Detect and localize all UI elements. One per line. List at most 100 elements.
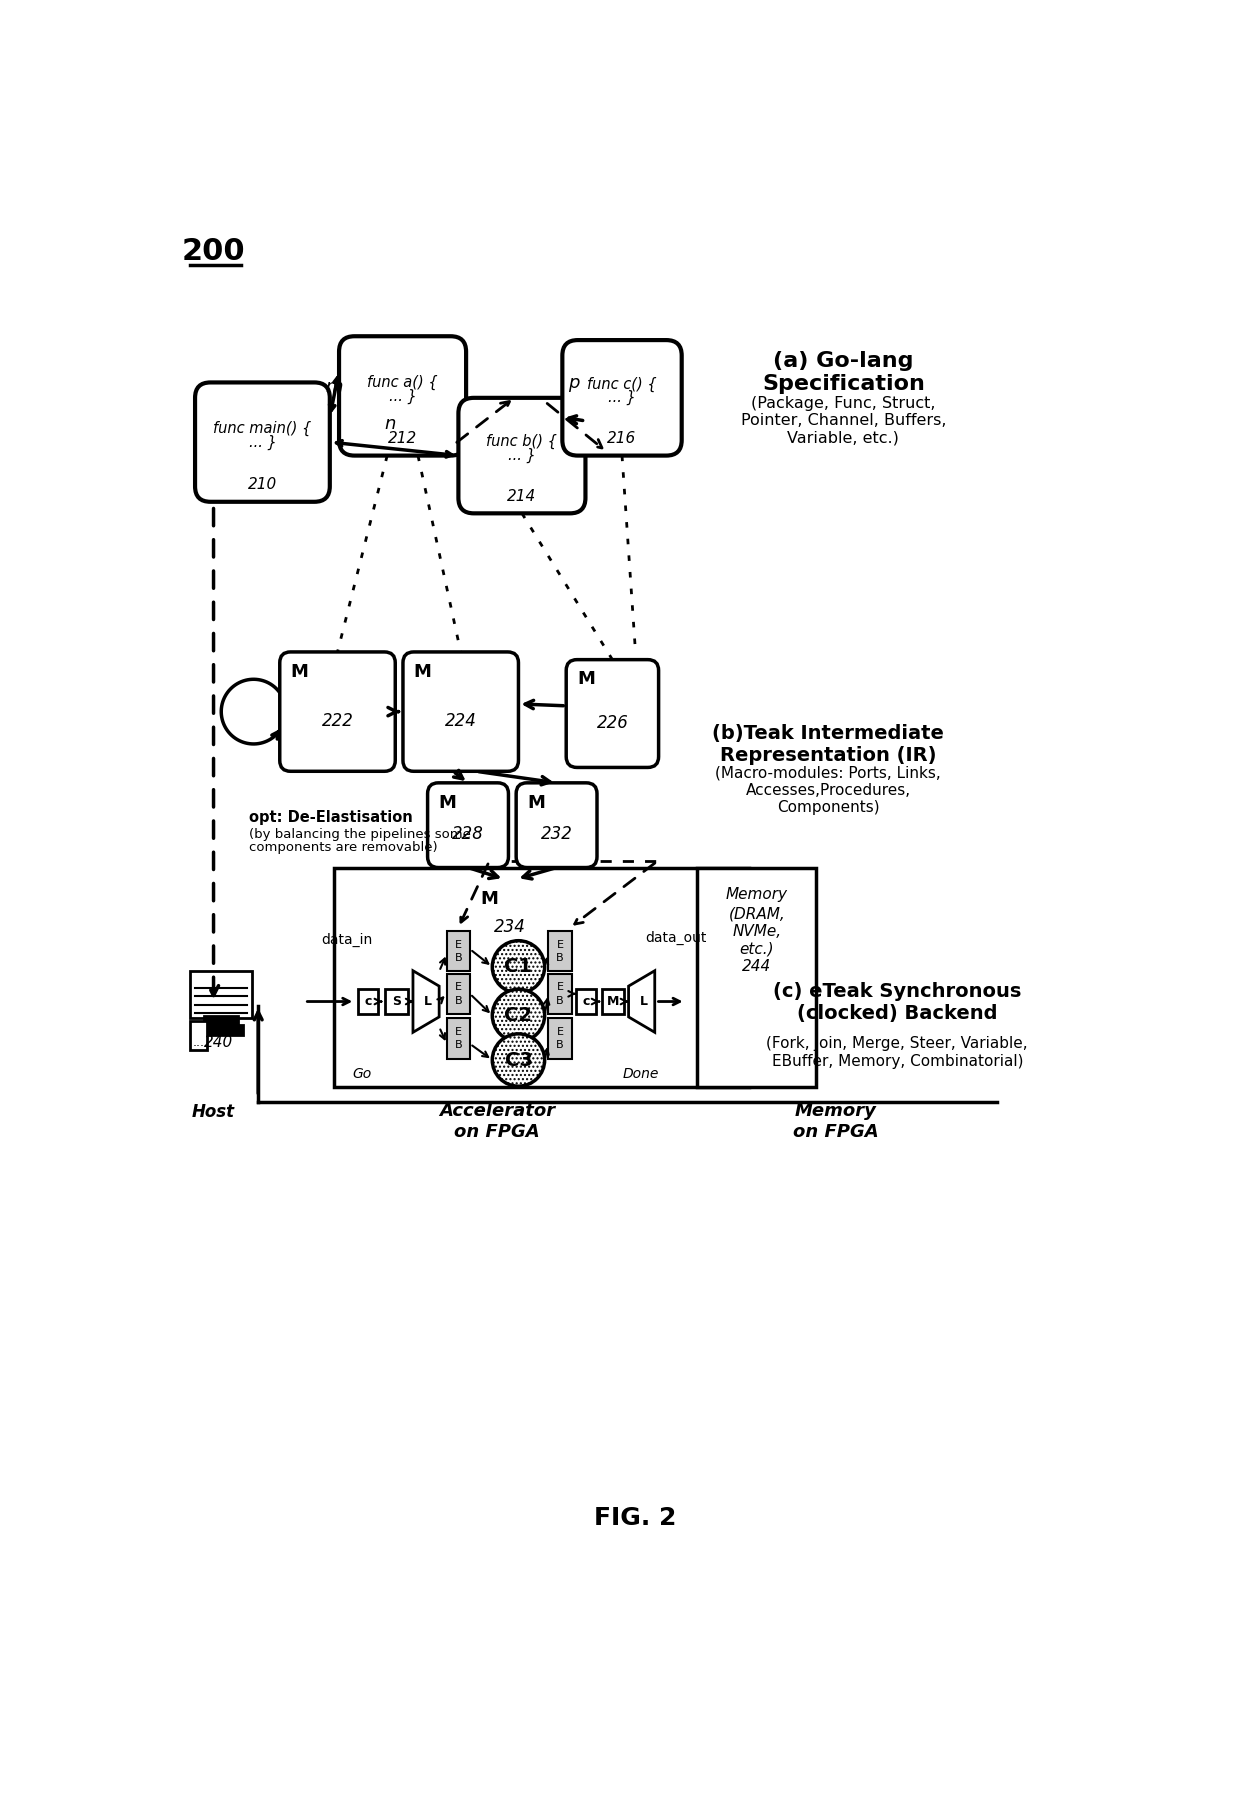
Text: M: M (577, 670, 595, 688)
Text: E: E (455, 982, 461, 992)
Text: M: M (608, 994, 619, 1009)
Bar (603, 989, 624, 1014)
Text: components are removable): components are removable) (249, 841, 438, 854)
FancyBboxPatch shape (428, 783, 508, 868)
FancyBboxPatch shape (459, 398, 585, 513)
Bar (577, 989, 596, 1014)
Text: 210: 210 (248, 477, 277, 492)
Text: B: B (557, 996, 564, 1005)
Text: Accelerator
on FPGA: Accelerator on FPGA (439, 1102, 556, 1142)
Text: data_out: data_out (645, 931, 707, 944)
Text: C3: C3 (505, 1050, 532, 1070)
Text: opt: De-Elastisation: opt: De-Elastisation (249, 810, 413, 825)
Text: etc.): etc.) (739, 942, 774, 956)
Text: ... }: ... } (608, 391, 636, 405)
Text: M: M (439, 794, 456, 812)
Text: func main() {: func main() { (213, 421, 311, 436)
Polygon shape (629, 971, 655, 1032)
Bar (446, 1018, 470, 1059)
Text: 224: 224 (445, 711, 476, 729)
Text: Memory
on FPGA: Memory on FPGA (792, 1102, 878, 1142)
Text: 214: 214 (507, 488, 537, 504)
Text: ... }: ... } (248, 434, 277, 450)
Text: M: M (527, 794, 544, 812)
Text: Go: Go (352, 1066, 372, 1081)
Text: FIG. 2: FIG. 2 (594, 1506, 677, 1531)
Text: 240: 240 (203, 1036, 233, 1050)
Text: 212: 212 (388, 430, 417, 447)
Text: E: E (557, 982, 563, 992)
Text: B: B (455, 996, 463, 1005)
Text: L: L (640, 994, 649, 1009)
Text: 234: 234 (495, 919, 526, 937)
FancyBboxPatch shape (470, 879, 551, 956)
Circle shape (492, 1034, 544, 1086)
Text: n: n (384, 414, 396, 432)
Text: (b)Teak Intermediate
Representation (IR): (b)Teak Intermediate Representation (IR) (712, 724, 944, 765)
Text: (DRAM,: (DRAM, (728, 906, 785, 922)
Text: B: B (557, 953, 564, 964)
Bar (548, 1018, 572, 1059)
Text: (Fork, Join, Merge, Steer, Variable,
EBuffer, Memory, Combinatorial): (Fork, Join, Merge, Steer, Variable, EBu… (766, 1036, 1028, 1068)
Text: c: c (365, 994, 372, 1009)
Text: Host: Host (192, 1102, 236, 1120)
FancyBboxPatch shape (280, 652, 396, 771)
Text: S: S (392, 994, 402, 1009)
Bar (386, 989, 408, 1014)
Bar (191, 971, 252, 1018)
Text: 226: 226 (596, 713, 629, 731)
Text: (by balancing the pipelines some: (by balancing the pipelines some (249, 828, 471, 841)
Text: 200: 200 (182, 238, 246, 267)
Text: E: E (455, 1027, 461, 1037)
Text: B: B (455, 1041, 463, 1050)
Bar (200, 1025, 243, 1034)
Text: (Package, Func, Struct,
Pointer, Channel, Buffers,
Variable, etc.): (Package, Func, Struct, Pointer, Channel… (740, 396, 946, 447)
Text: p: p (568, 373, 579, 391)
Text: NVMe,: NVMe, (732, 924, 781, 938)
Text: C1: C1 (505, 958, 532, 976)
Text: 232: 232 (541, 825, 573, 843)
Circle shape (492, 940, 544, 992)
Text: c: c (583, 994, 590, 1009)
FancyBboxPatch shape (195, 382, 330, 502)
Text: data_in: data_in (321, 933, 372, 947)
Bar (358, 989, 378, 1014)
Text: E: E (557, 940, 563, 949)
Text: Memory: Memory (725, 886, 787, 902)
Text: 216: 216 (608, 430, 636, 447)
Text: L: L (424, 994, 433, 1009)
Text: ... }: ... } (508, 448, 536, 463)
Text: M: M (414, 663, 432, 681)
Text: m: m (326, 378, 343, 396)
Bar (334, 868, 749, 1088)
Text: ...: ... (193, 1036, 205, 1048)
Text: M: M (290, 663, 309, 681)
Text: E: E (455, 940, 461, 949)
Polygon shape (413, 971, 439, 1032)
FancyBboxPatch shape (516, 783, 596, 868)
FancyBboxPatch shape (567, 659, 658, 767)
Text: ... }: ... } (388, 389, 417, 403)
Text: Done: Done (622, 1066, 658, 1081)
Text: M: M (481, 890, 498, 908)
Text: 228: 228 (453, 825, 484, 843)
Text: 222: 222 (321, 711, 353, 729)
Text: func b() {: func b() { (486, 434, 557, 448)
Bar (548, 974, 572, 1014)
Bar (548, 931, 572, 971)
Bar (205, 1016, 238, 1027)
Text: E: E (557, 1027, 563, 1037)
Bar (446, 974, 470, 1014)
Text: B: B (557, 1041, 564, 1050)
Bar (446, 931, 470, 971)
Text: (c) eTeak Synchronous
(clocked) Backend: (c) eTeak Synchronous (clocked) Backend (773, 982, 1022, 1023)
FancyBboxPatch shape (563, 340, 682, 456)
Bar (697, 868, 816, 1088)
FancyBboxPatch shape (403, 652, 518, 771)
Text: func a() {: func a() { (367, 375, 438, 389)
Text: C2: C2 (505, 1007, 532, 1025)
Text: (Macro-modules: Ports, Links,
Accesses,Procedures,
Components): (Macro-modules: Ports, Links, Accesses,P… (715, 765, 941, 816)
Text: 244: 244 (743, 958, 771, 974)
Text: B: B (455, 953, 463, 964)
FancyBboxPatch shape (339, 337, 466, 456)
